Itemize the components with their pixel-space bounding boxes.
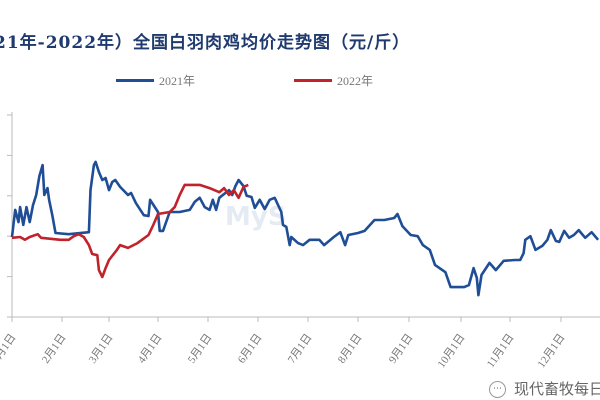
x-tick-label: 9月1日 [387,332,416,366]
x-tick-label: 2月1日 [40,332,69,366]
x-tick-label: 6月1日 [236,332,265,366]
wechat-icon: ⋯ [488,381,506,398]
x-tick-label: 1月1日 [0,332,18,366]
x-tick-label: 7月1日 [286,332,315,366]
x-tick-label: 3月1日 [87,332,116,366]
x-tick-label: 4月1日 [136,332,165,366]
x-tick-label: 12月1日 [536,332,568,370]
legend-item-2022: 2022年 [294,72,373,89]
watermark-text: 现代畜牧每日 [513,380,600,398]
series-line-2021年 [10,160,600,297]
x-tick-label: 10月1日 [436,332,468,370]
x-tick-label: 8月1日 [336,332,365,366]
watermark: ⋯ 现代畜牧每日 [488,380,600,398]
legend-label-2022: 2022年 [337,74,374,88]
x-tick-label: 11月1日 [485,332,517,370]
chart-title: 21年-2022年）全国白羽肉鸡均价走势图（元/斤） [0,33,411,53]
legend-item-2021: 2021年 [116,72,195,89]
legend-swatch-2022 [294,79,332,82]
series-line-2022年 [11,183,249,279]
x-tick-label: 5月1日 [186,332,215,366]
legend-label-2021: 2021年 [159,74,196,88]
legend-swatch-2021 [116,79,154,82]
